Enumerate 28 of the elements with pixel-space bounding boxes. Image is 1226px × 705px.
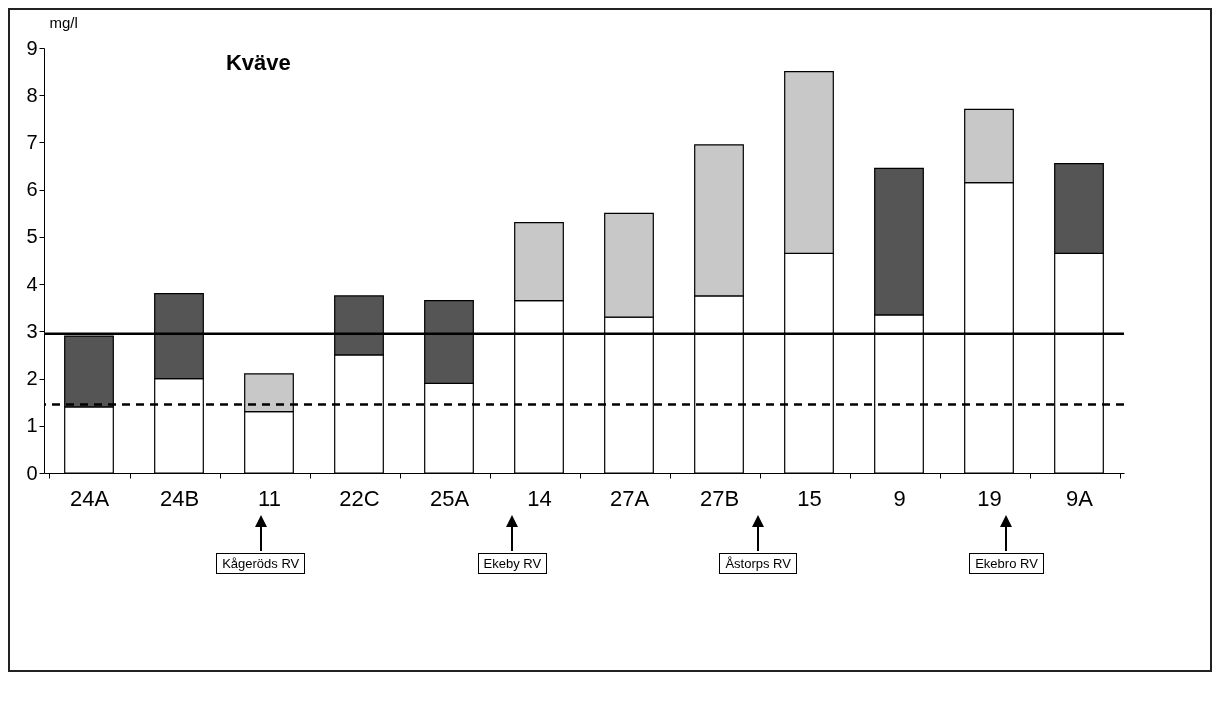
text: Ekeby RV [477,553,548,574]
x-tick-label: 24A [69,485,110,511]
text: Ekebro RV [969,553,1044,574]
x-tick-label: 22C [339,485,380,511]
x-tick-label: 9A [1066,485,1094,511]
y-tick-label: 4 [26,272,38,295]
x-tick-label: 19 [977,485,1002,511]
y-axis-title: mg/l [49,13,78,31]
y-tick-label: 8 [26,83,38,106]
x-tick-label: 9 [893,485,906,511]
y-tick-label: 6 [26,178,38,201]
x-tick-label: 27B [699,485,740,511]
y-tick-label: 2 [26,367,38,390]
y-tick-label: 0 [26,461,38,484]
y-tick-label: 7 [26,130,38,153]
x-tick-label: 24B [159,485,200,511]
x-tick-label: 15 [797,485,822,511]
y-tick-label: 9 [26,36,38,59]
text: Åstorps RV [719,553,797,574]
x-tick-label: 25A [429,485,470,511]
x-tick-label: 27A [609,485,650,511]
y-tick-label: 5 [26,225,38,248]
x-tick-label: 14 [527,485,552,511]
y-tick-label: 1 [26,414,38,437]
x-tick-label: 11 [258,485,281,511]
chart-title: Kväve [225,50,291,75]
y-tick-label: 3 [26,319,38,342]
text: Kågeröds RV [216,553,306,574]
